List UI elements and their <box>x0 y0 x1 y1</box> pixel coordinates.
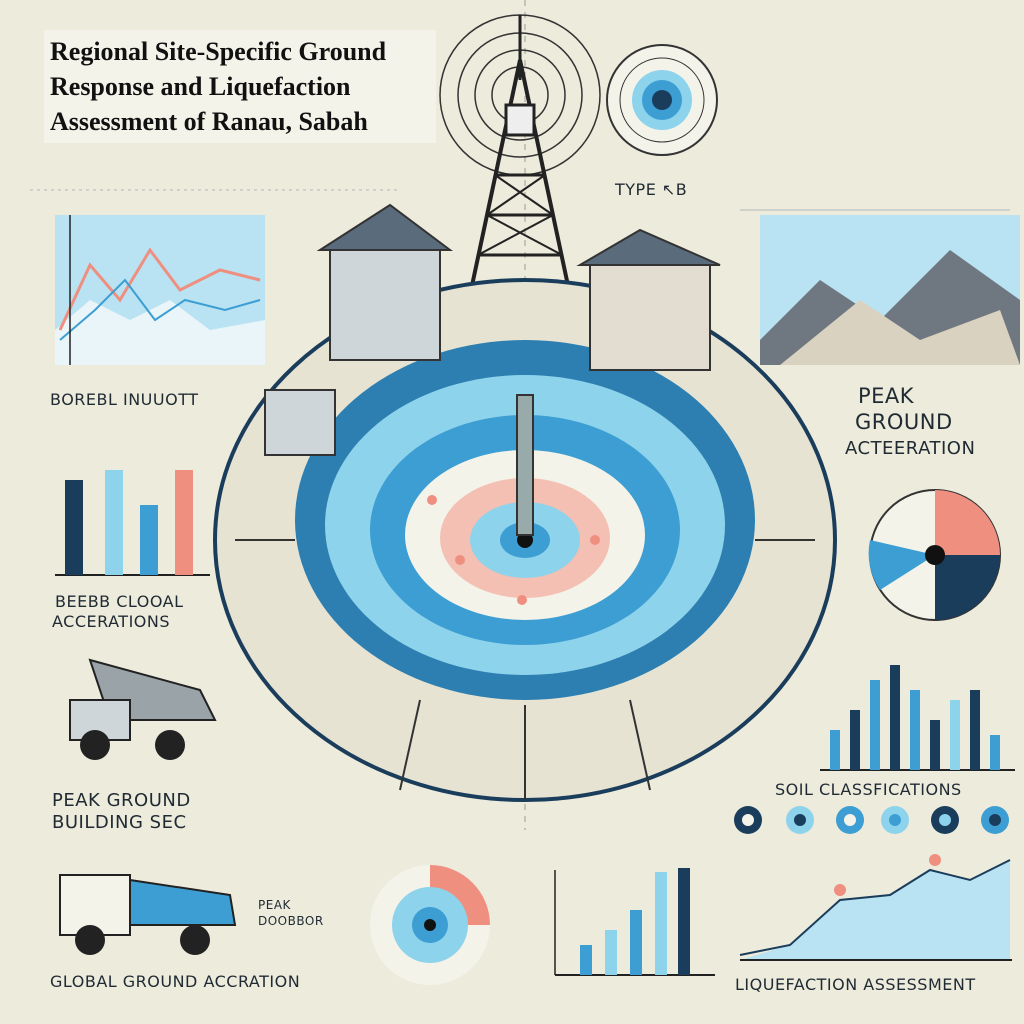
label-peak-small-1: PEAK <box>258 898 291 912</box>
line-chart-top-left <box>55 215 265 365</box>
title-box: Regional Site-Specific Ground Response a… <box>44 30 436 143</box>
dump-truck-icon <box>69 658 217 760</box>
label-peak-building-2: BUILDING SEC <box>52 812 187 833</box>
label-global-ground: GLOBAL GROUND ACCRATION <box>50 972 301 991</box>
bar-chart-left <box>55 470 210 576</box>
label-peak-building-1: PEAK GROUND <box>52 790 191 811</box>
central-dial <box>213 278 837 802</box>
label-liquefaction: LIQUEFACTION ASSESSMENT <box>735 975 976 994</box>
pie-gauge-right <box>868 489 1001 621</box>
radio-tower-icon <box>439 14 601 297</box>
target-icon <box>734 806 1009 834</box>
page-title: Regional Site-Specific Ground Response a… <box>50 37 387 136</box>
label-peak-ground-2: GROUND <box>855 410 953 434</box>
label-borebl: BOREBL INUUOTT <box>50 390 199 409</box>
label-peak-ground-1: PEAK <box>858 384 915 408</box>
label-soil-classifications: SOIL CLASSFICATIONS <box>775 780 962 799</box>
area-chart-bottom-right <box>739 854 1012 961</box>
label-type-b: TYPE ↖B <box>615 180 688 199</box>
bar-chart-bottom <box>554 868 715 976</box>
building-icon <box>264 203 721 456</box>
label-peak-small-2: DOOBBOR <box>258 914 324 928</box>
label-beebb-1: BEEBB CLOOAL <box>55 592 184 611</box>
mountains-icon <box>760 215 1020 365</box>
dump-truck-icon-bottom <box>59 874 237 955</box>
label-beebb-2: ACCERATIONS <box>52 612 170 631</box>
label-peak-ground-3: ACTEERATION <box>845 438 976 459</box>
bar-chart-right <box>820 665 1015 771</box>
bottom-gauge <box>370 865 490 985</box>
gauge-target-top <box>606 44 718 156</box>
